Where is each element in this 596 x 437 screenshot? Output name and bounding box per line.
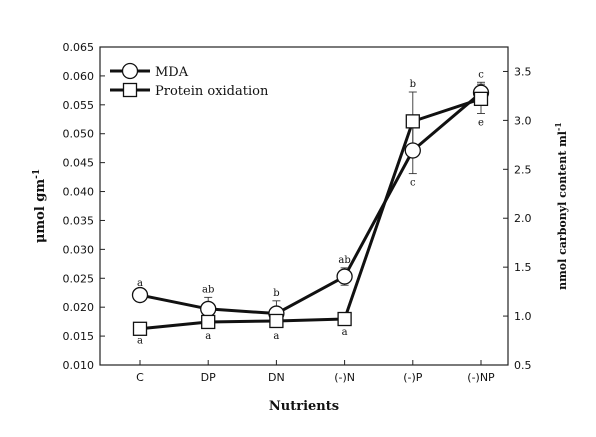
data-point-protein-oxidation (473, 91, 489, 107)
significance-label-protein-oxidation: a (137, 336, 143, 347)
data-point-protein-oxidation (269, 313, 284, 329)
significance-label-protein-oxidation: a (273, 331, 279, 342)
y-left-tick-label: 0.060 (63, 70, 95, 83)
significance-label-mda: c (478, 69, 484, 80)
data-point-mda (200, 300, 217, 318)
x-tick-label: (-)NP (467, 371, 495, 384)
y-right-tick-label: 3.0 (514, 114, 532, 127)
legend-label-protein-oxidation: Protein oxidation (155, 84, 269, 99)
data-point-protein-oxidation (337, 311, 352, 327)
x-tick-label: DP (201, 371, 216, 384)
significance-label-mda: a (137, 278, 143, 289)
y-axis-left-title: μmol gm-1 (32, 169, 48, 243)
y-left-tick-label: 0.065 (63, 41, 95, 54)
legend-label-mda: MDA (155, 65, 189, 80)
data-point-mda (336, 268, 353, 285)
series-line-protein-oxidation (139, 97, 482, 331)
y-left-tick-label: 0.030 (63, 243, 95, 256)
significance-label-mda: c (410, 178, 416, 189)
y-right-tick-label: 2.0 (514, 212, 532, 225)
significance-label-mda: ab (202, 284, 214, 295)
y-left-tick-label: 0.055 (63, 99, 95, 112)
y-right-tick-label: 1.5 (514, 261, 532, 274)
x-axis-title: Nutrients (269, 399, 339, 414)
data-point-protein-oxidation (201, 314, 216, 330)
y-right-tick-label: 2.5 (514, 163, 532, 176)
data-point-protein-oxidation (405, 114, 420, 129)
data-point-mda (131, 286, 149, 304)
legend-marker-protein-oxidation (122, 82, 138, 98)
significance-label-protein-oxidation: b (410, 79, 416, 90)
y-left-tick-label: 0.040 (63, 186, 95, 199)
significance-label-protein-oxidation: a (342, 327, 348, 338)
significance-label-mda: ab (338, 255, 350, 266)
plot-frame (99, 46, 509, 366)
significance-label-protein-oxidation: a (205, 331, 211, 342)
series-line-mda (139, 91, 482, 316)
x-tick-label: (-)P (403, 371, 423, 384)
y-left-tick-label: 0.015 (63, 330, 95, 343)
significance-label-protein-oxidation: e (478, 118, 484, 129)
y-right-tick-label: 1.0 (514, 310, 532, 323)
y-left-tick-label: 0.010 (63, 359, 95, 372)
y-left-tick-label: 0.020 (63, 301, 95, 314)
legend-marker-mda (121, 62, 139, 80)
x-tick-label: (-)N (334, 371, 355, 384)
y-axis-right-title: nmol carbonyl content ml-1 (553, 122, 569, 290)
legend: MDA Protein oxidation (110, 62, 269, 99)
data-point-protein-oxidation (132, 321, 148, 336)
y-left-tick-label: 0.025 (63, 272, 95, 285)
y-left-tick-label: 0.050 (63, 128, 95, 141)
x-tick-label: DN (268, 371, 285, 384)
significance-label-mda: b (273, 288, 279, 299)
y-right-tick-label: 3.5 (514, 65, 532, 78)
y-right-tick-label: 0.5 (514, 359, 532, 372)
x-tick-label: C (136, 371, 144, 384)
data-point-mda (404, 142, 421, 159)
y-left-tick-label: 0.045 (63, 157, 95, 170)
y-left-tick-label: 0.035 (63, 214, 95, 227)
